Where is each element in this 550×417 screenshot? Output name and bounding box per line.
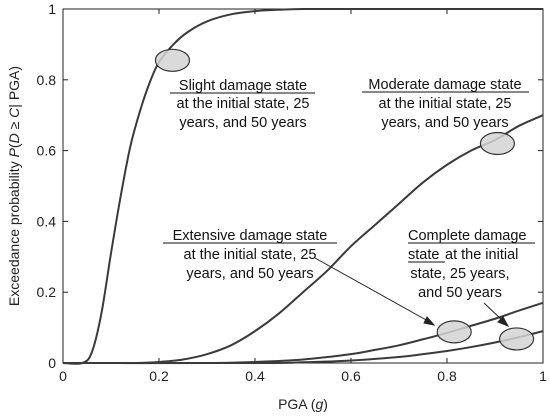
curve-slight	[62, 7, 543, 365]
plot-frame	[62, 8, 544, 364]
y-tick-label: 0.6	[37, 143, 57, 159]
ann-extensive-line1: at the initial state, 25	[184, 247, 317, 263]
x-tick-label: 0.8	[437, 368, 457, 384]
y-tick-label: 0.4	[37, 213, 57, 229]
ann-slight-title: Slight damage state	[179, 78, 307, 94]
ann-slight-line2: years, and 50 years	[179, 115, 306, 131]
ann-extensive-line2: years, and 50 years	[186, 266, 313, 282]
ellipse-extensive	[436, 320, 472, 344]
y-tick-label: 0	[48, 355, 56, 371]
annotation-arrows	[314, 257, 510, 327]
ann-extensive-title: Extensive damage state	[173, 228, 328, 244]
ann-complete-line2: and 50 years	[418, 285, 502, 301]
x-axis-label-suffix: )	[323, 396, 328, 412]
ann-moderate-line1: at the initial state, 25	[379, 96, 512, 112]
arrow-complete-head	[497, 316, 510, 327]
arrow-extensive	[314, 257, 429, 322]
ellipse-complete	[498, 327, 535, 351]
curve-moderate	[62, 114, 544, 365]
y-axis-label-prefix: Exceedance probability	[6, 157, 22, 306]
ann-moderate-line2: years, and 50 years	[381, 115, 508, 131]
axis-ticks: 0 0.2 0.4 0.6 0.8 1 0 0.2 0.4 0.6 0.8 1	[37, 1, 548, 384]
arrow-extensive-head	[423, 316, 436, 326]
ann-complete-tail: at the initial	[445, 247, 518, 263]
ellipses	[154, 48, 535, 351]
ann-moderate-title: Moderate damage state	[368, 77, 521, 93]
ellipse-moderate	[479, 131, 515, 156]
x-tick-label: 0	[59, 368, 67, 384]
x-tick-label: 0.6	[341, 368, 361, 384]
y-axis-label: Exceedance probability P(D ≥ C| PGA)	[6, 66, 22, 306]
ann-complete-title-1: Complete damage	[408, 228, 527, 244]
x-axis-label: PGA (g)	[278, 396, 328, 412]
ann-slight-line1: at the initial state, 25	[177, 96, 310, 112]
ann-complete-title-2: state	[408, 247, 439, 263]
y-tick-label: 0.8	[37, 72, 57, 88]
ann-complete-line1: state, 25 years,	[410, 266, 509, 282]
y-axis-label-inner: D ≥ C	[6, 107, 22, 144]
y-axis-label-var: P	[6, 147, 22, 157]
y-axis-label-paren: (	[6, 143, 22, 148]
y-tick-label: 0.2	[37, 284, 57, 300]
x-tick-label: 0.2	[149, 368, 169, 384]
x-tick-label: 1	[539, 368, 547, 384]
x-axis-label-prefix: PGA (	[278, 396, 316, 412]
curve-complete	[62, 330, 544, 365]
curves	[62, 7, 544, 365]
x-axis-label-var: g	[315, 396, 323, 412]
y-tick-label: 1	[48, 1, 56, 17]
x-tick-label: 0.4	[245, 368, 265, 384]
y-axis-label-suffix: | PGA)	[6, 66, 22, 108]
arrow-complete	[483, 302, 504, 322]
ellipse-slight	[154, 48, 191, 72]
